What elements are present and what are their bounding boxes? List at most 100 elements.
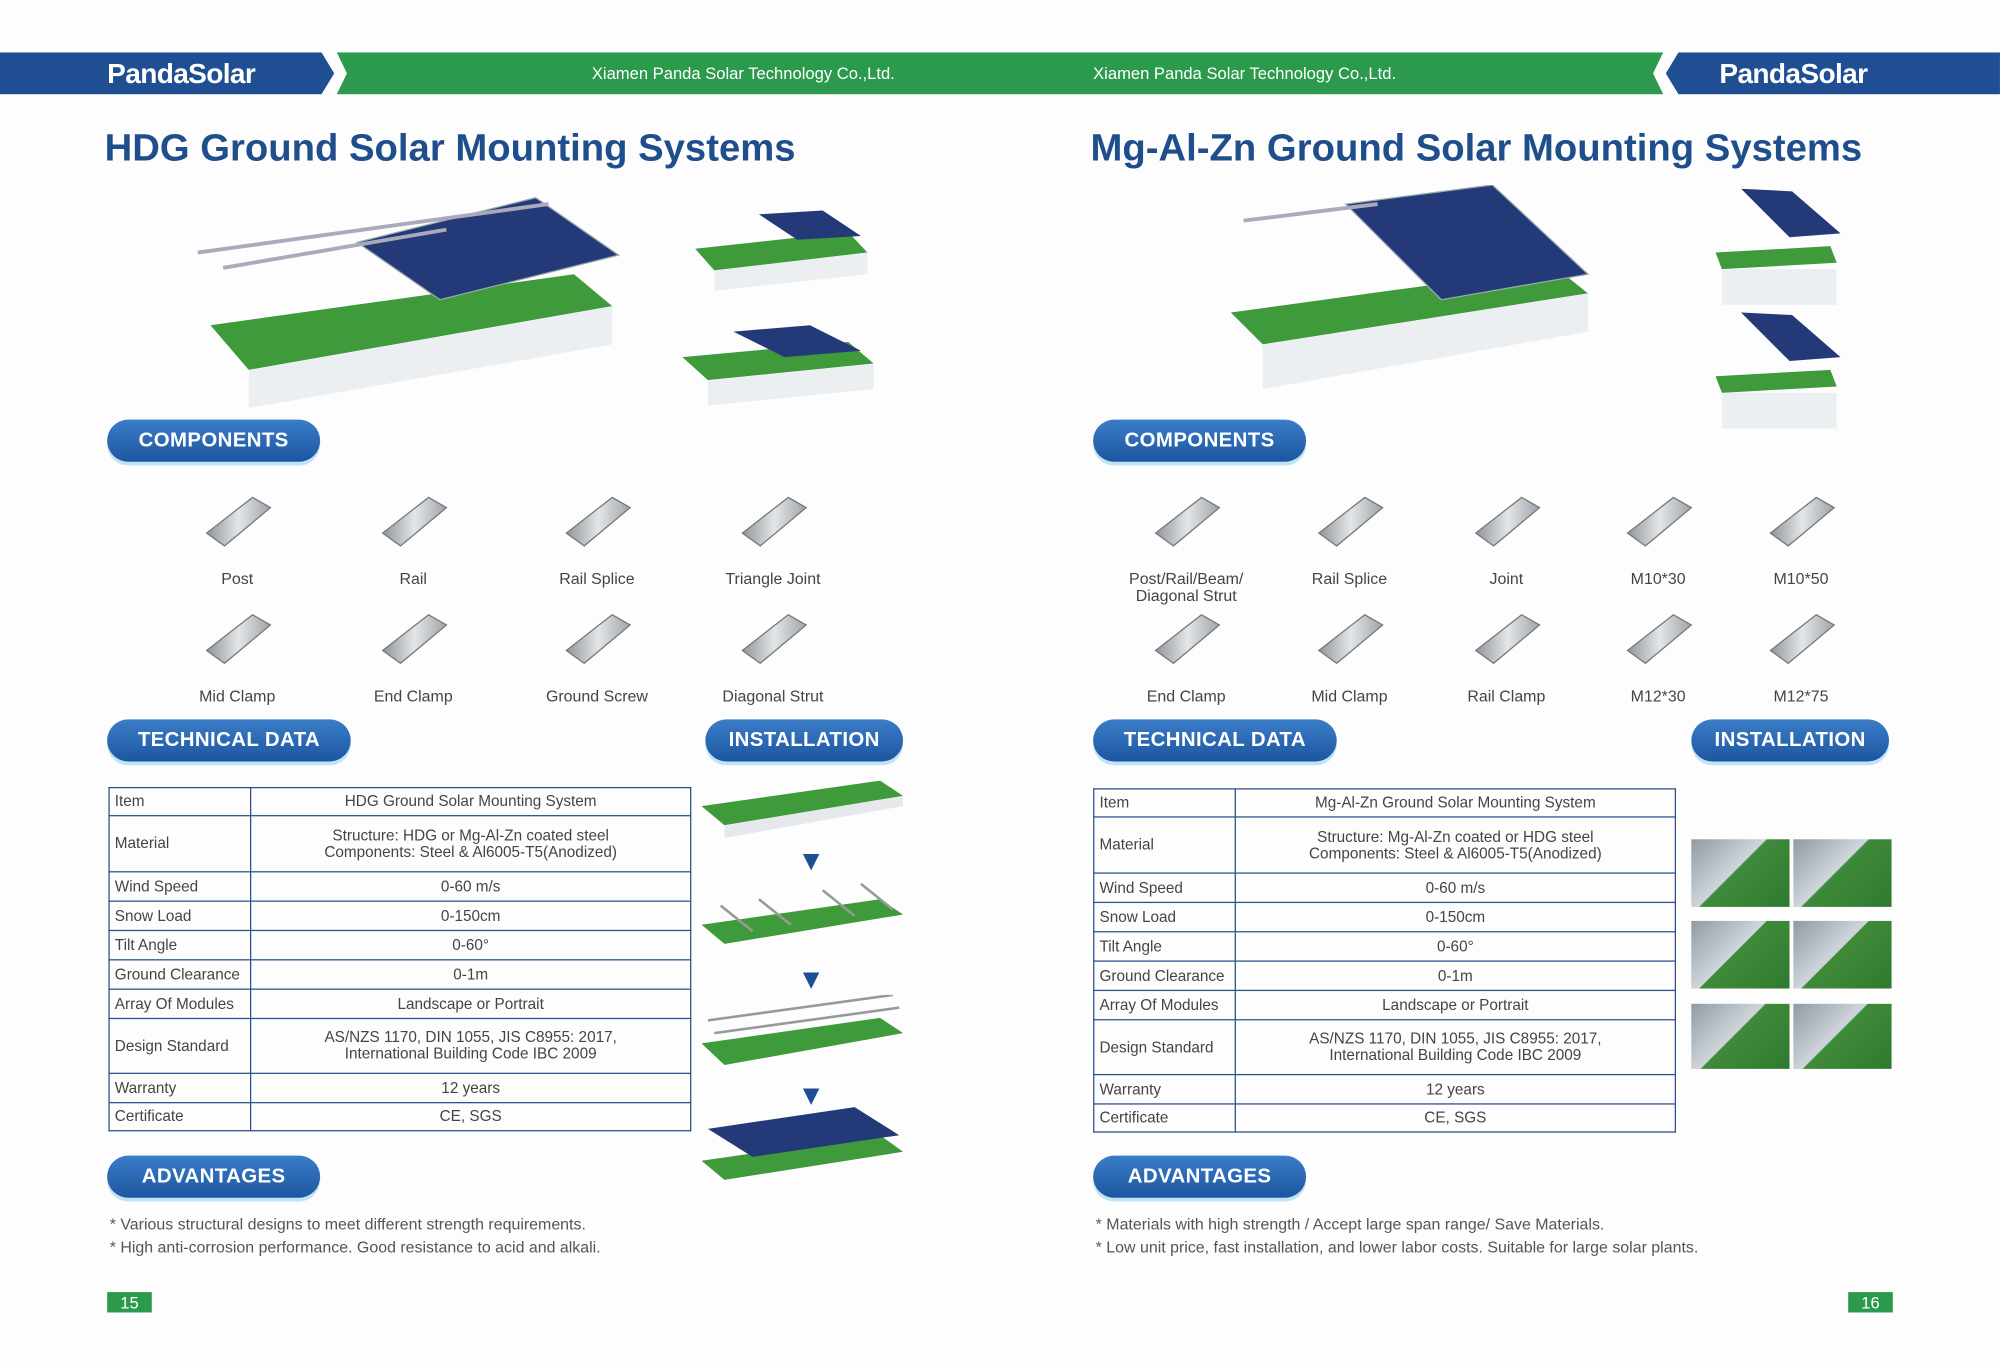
row-label: Array Of Modules [108, 988, 252, 1020]
installation-photo-6 [1793, 1003, 1892, 1069]
technical-data-table-right: Item Mg-Al-Zn Ground Solar Mounting Syste… [1093, 788, 1677, 1133]
component-label: Rail Splice [559, 570, 635, 589]
component-rail-splice: Rail Splice [514, 480, 680, 588]
post-rail-beam-diagonal-strut-icon [1103, 480, 1269, 562]
component-mid-clamp: Mid Clamp [154, 597, 320, 705]
logo-left: PandaSolar [107, 57, 256, 90]
component-label: Rail Splice [1311, 570, 1388, 589]
component-label: M10*30 [1630, 570, 1686, 589]
header-left-band [0, 52, 335, 95]
row-label: Wind Speed [108, 871, 252, 902]
components-heading-left: COMPONENTS [107, 419, 321, 462]
row-label: Ground Clearance [108, 959, 252, 990]
rail-splice-icon [1267, 480, 1433, 562]
m10-50-icon [1718, 480, 1884, 562]
component-label: Rail [399, 570, 427, 589]
component-label: M10*50 [1773, 570, 1829, 589]
component-m12-75: M12*75 [1718, 597, 1884, 705]
page-title-right: Mg-Al-Zn Ground Solar Mounting Systems [1090, 127, 1863, 170]
component-label: Mid Clamp [199, 687, 276, 706]
post-icon [154, 480, 320, 562]
component-label: End Clamp [373, 687, 453, 706]
technical-data-heading-right: TECHNICAL DATA [1093, 719, 1337, 762]
m12-75-icon [1718, 597, 1884, 679]
table-row-snow-load: Snow Load 0-150cm [108, 900, 692, 932]
end-clamp-icon [330, 597, 496, 679]
row-value: 0-60° [1234, 931, 1677, 962]
component-end-clamp: End Clamp [1103, 597, 1269, 705]
table-row-material: Material Structure: Mg-Al-Zn coated or HD… [1093, 816, 1677, 874]
component-label: Ground Screw [545, 687, 648, 706]
row-label: Material [1093, 816, 1236, 874]
row-value: Structure: HDG or Mg-Al-Zn coated steel … [249, 815, 692, 873]
installation-step-1-image [701, 780, 904, 839]
component-ground-screw: Ground Screw [514, 597, 680, 705]
advantage-item: * Various structural designs to meet dif… [109, 1215, 586, 1234]
rail-splice-icon [514, 480, 680, 562]
arrow-down-icon: ▼ [797, 1079, 825, 1111]
component-triangle-joint: Triangle Joint [690, 480, 856, 588]
hdg-system-variant-2-image [682, 325, 874, 406]
row-value: 0-1m [249, 959, 692, 990]
table-row-tilt-angle: Tilt Angle 0-60° [108, 929, 692, 961]
component-m10-50: M10*50 [1718, 480, 1884, 588]
component-m12-30: M12*30 [1575, 597, 1741, 705]
component-m10-30: M10*30 [1575, 480, 1741, 588]
table-row-item: Item Mg-Al-Zn Ground Solar Mounting Syste… [1093, 788, 1677, 818]
ground-screw-icon [514, 597, 680, 679]
row-value: 0-150cm [1234, 901, 1677, 933]
mgalzn-system-variant-2-image [1715, 312, 1841, 429]
installation-heading-right: INSTALLATION [1691, 719, 1890, 762]
joint-icon [1423, 480, 1589, 562]
component-label: Joint [1489, 570, 1524, 589]
mgalzn-system-main-image [1230, 184, 1590, 390]
component-label: M12*75 [1773, 687, 1829, 706]
company-name-left: Xiamen Panda Solar Technology Co.,Ltd. [591, 63, 895, 83]
triangle-joint-icon [690, 480, 856, 562]
advantages-heading-left: ADVANTAGES [107, 1155, 321, 1198]
component-rail-splice: Rail Splice [1267, 480, 1433, 588]
row-value: 0-150cm [249, 900, 692, 932]
table-row-array-of-modules: Array Of Modules Landscape or Portrait [1093, 989, 1677, 1021]
row-value: Structure: Mg-Al-Zn coated or HDG steel … [1234, 816, 1677, 874]
advantage-item: * Materials with high strength / Accept … [1095, 1215, 1605, 1234]
table-row-wind-speed: Wind Speed 0-60 m/s [1093, 872, 1677, 904]
table-row-ground-clearance: Ground Clearance 0-1m [1093, 960, 1677, 992]
row-value: 12 years [249, 1072, 692, 1104]
row-label: Snow Load [108, 900, 252, 932]
installation-step-4-image [701, 1107, 904, 1180]
installation-heading-left: INSTALLATION [705, 719, 904, 762]
table-row-array-of-modules: Array Of Modules Landscape or Portrait [108, 988, 692, 1020]
installation-photo-4 [1793, 920, 1892, 989]
row-label: Item [1093, 788, 1236, 818]
component-label: End Clamp [1146, 687, 1226, 706]
component-label: Triangle Joint [725, 570, 821, 589]
table-row-snow-load: Snow Load 0-150cm [1093, 901, 1677, 933]
installation-photo-2 [1793, 839, 1892, 907]
components-heading-right: COMPONENTS [1093, 419, 1307, 462]
company-name-right: Xiamen Panda Solar Technology Co.,Ltd. [1093, 63, 1397, 83]
page-title-left: HDG Ground Solar Mounting Systems [104, 127, 796, 170]
row-label: Wind Speed [1093, 872, 1236, 904]
m10-30-icon [1575, 480, 1741, 562]
component-label: Post/Rail/Beam/ Diagonal Strut [1129, 570, 1244, 605]
logo-right: PandaSolar [1719, 57, 1868, 90]
advantages-list-right: * Materials with high strength / Accept … [1096, 1213, 1699, 1259]
row-label: Item [108, 786, 252, 817]
component-label: Post [221, 570, 254, 589]
table-row-item: Item HDG Ground Solar Mounting System [108, 786, 692, 817]
row-label: Design Standard [1093, 1019, 1236, 1076]
row-value: CE, SGS [249, 1102, 692, 1132]
component-post: Post [154, 480, 320, 588]
table-row-certificate: Certificate CE, SGS [1093, 1103, 1677, 1133]
component-label: Mid Clamp [1311, 687, 1388, 706]
rail-clamp-icon [1423, 597, 1589, 679]
mgalzn-system-variant-1-image [1715, 188, 1841, 305]
table-row-tilt-angle: Tilt Angle 0-60° [1093, 931, 1677, 962]
m12-30-icon [1575, 597, 1741, 679]
technical-data-table-left: Item HDG Ground Solar Mounting System Mate… [108, 786, 692, 1132]
installation-step-2-image [701, 882, 904, 944]
row-value: Landscape or Portrait [249, 988, 692, 1020]
component-label: Diagonal Strut [722, 687, 824, 706]
component-post-rail-beam-diagonal-strut: Post/Rail/Beam/ Diagonal Strut [1103, 480, 1269, 605]
